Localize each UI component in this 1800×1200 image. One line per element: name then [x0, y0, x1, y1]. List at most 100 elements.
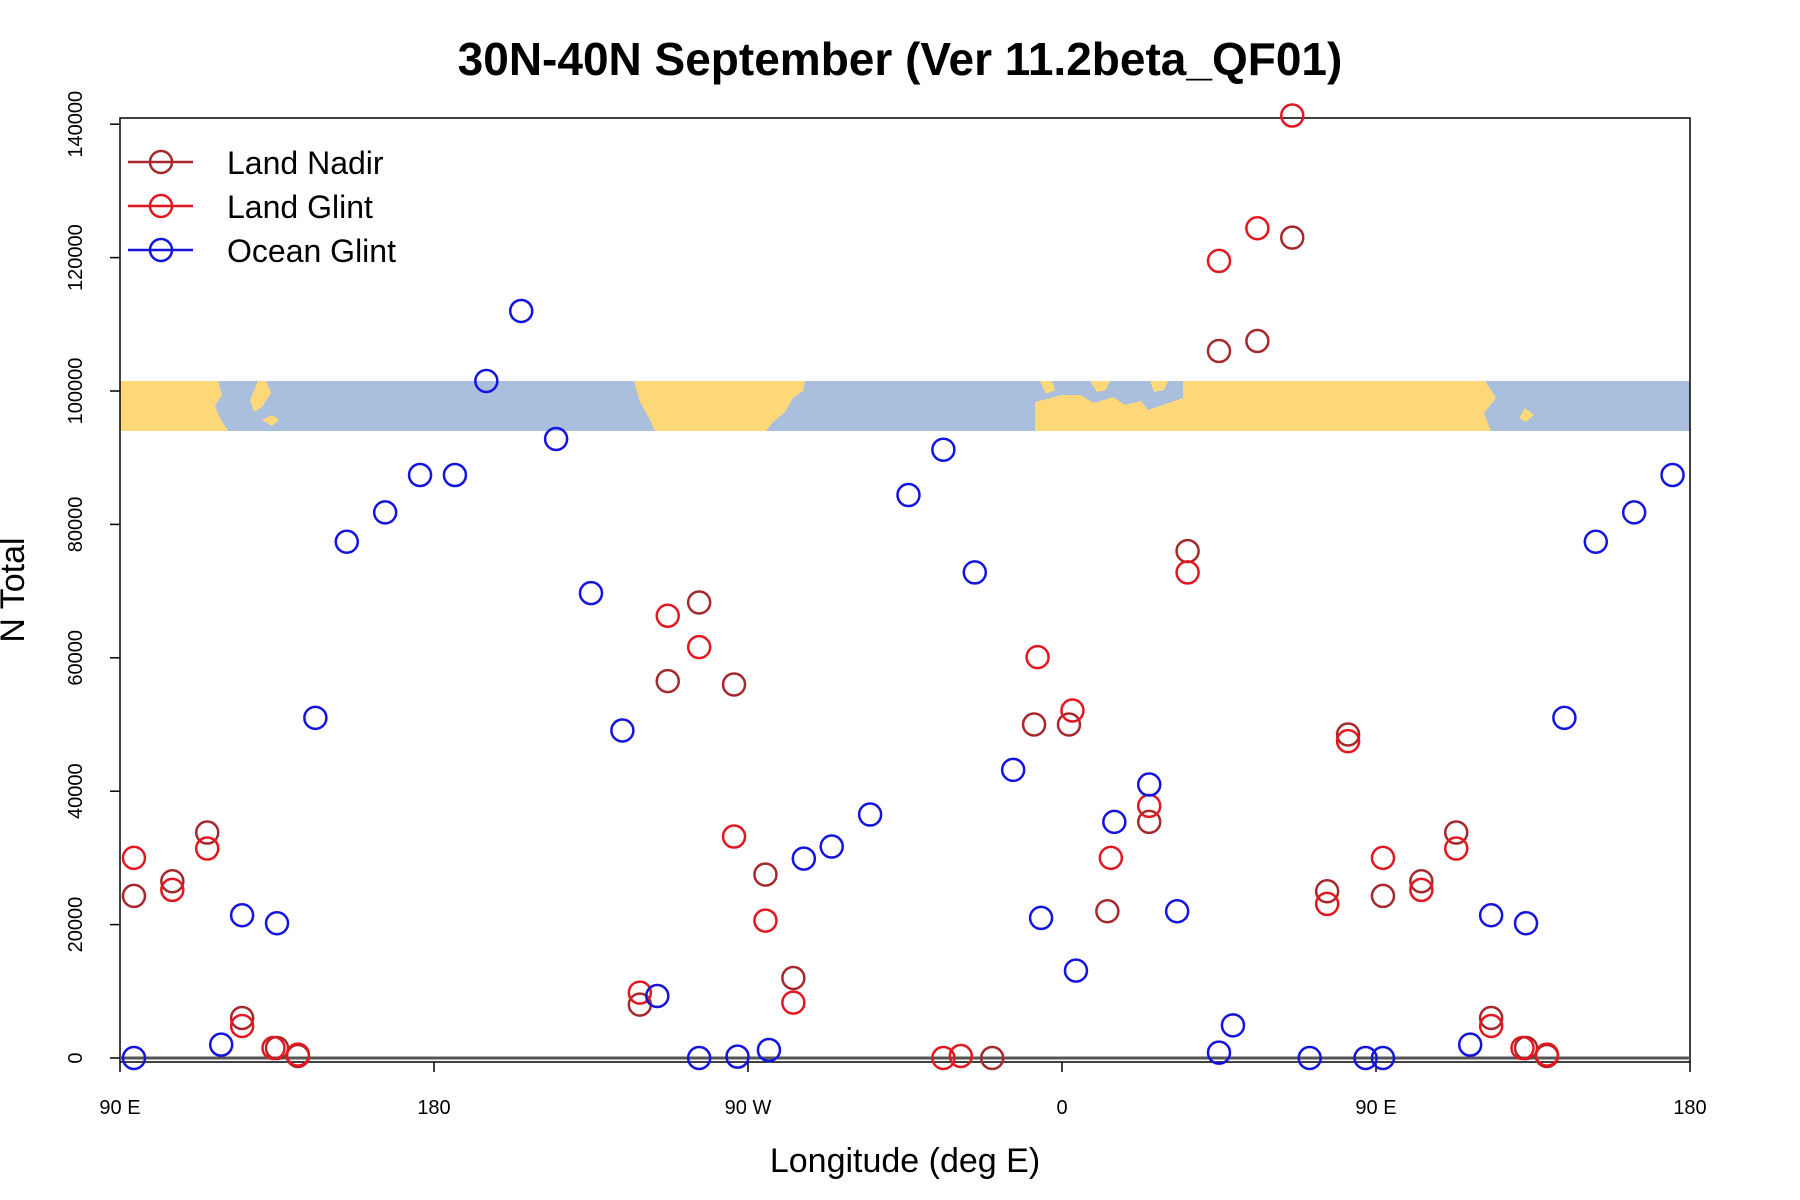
data-point	[264, 911, 290, 936]
plot-frame	[119, 117, 1691, 1063]
data-point	[442, 462, 468, 488]
legend-item-ocean-glint: Ocean Glint	[128, 233, 396, 269]
x-axis-label: Longitude (deg E)	[770, 1142, 1040, 1180]
y-tick-label: 40000	[65, 763, 87, 819]
data-point	[1028, 905, 1054, 931]
data-point	[931, 1045, 956, 1071]
data-point	[756, 1037, 782, 1063]
data-point	[1335, 722, 1361, 747]
data-point	[1370, 1045, 1396, 1071]
data-point	[1478, 1013, 1504, 1039]
data-point	[655, 668, 681, 694]
data-point	[208, 1032, 234, 1057]
data-point	[229, 1005, 255, 1031]
y-tick-label: 80000	[65, 497, 87, 553]
data-point	[781, 965, 806, 991]
legend-item-land-nadir: Land Nadir	[128, 145, 384, 181]
data-point	[1056, 712, 1082, 737]
data-point	[686, 1045, 712, 1071]
y-axis: 0 20000 40000 60000 80000 100000 120000 140000	[65, 91, 120, 1064]
data-point	[1245, 216, 1270, 241]
data-point	[1206, 1040, 1232, 1065]
y-tick-label: 20000	[65, 897, 87, 953]
data-point	[1443, 836, 1469, 861]
x-tick-label: 90 W	[725, 1097, 772, 1119]
data-point	[474, 368, 499, 394]
chart-title: 30N-40N September (Ver 11.2beta_QF01)	[458, 33, 1343, 85]
data-point	[753, 862, 778, 887]
x-axis: 90 E 180 90 W 0 90 E 180	[99, 1062, 1707, 1119]
data-point	[979, 1045, 1005, 1071]
data-point	[1164, 899, 1190, 924]
data-point	[1478, 1005, 1504, 1031]
data-point	[791, 846, 817, 871]
data-point	[1552, 705, 1577, 731]
data-point	[1335, 728, 1361, 754]
data-point	[1510, 1035, 1535, 1061]
data-point	[1175, 538, 1200, 564]
data-point	[1314, 879, 1340, 904]
legend-item-land-glint: Land Glint	[128, 189, 373, 225]
x-tick-label: 90 E	[1355, 1097, 1396, 1119]
data-point	[1063, 958, 1089, 983]
data-point	[1206, 338, 1232, 364]
data-point	[1025, 644, 1050, 670]
y-axis-label: N Total	[0, 537, 32, 642]
data-point	[261, 1035, 286, 1061]
data-point	[655, 603, 681, 629]
data-point	[686, 634, 712, 660]
data-point	[1060, 698, 1085, 723]
x-tick-label: 90 E	[99, 1097, 140, 1119]
data-point	[121, 845, 147, 871]
data-point	[1206, 248, 1232, 274]
data-point	[1621, 500, 1647, 525]
data-point	[1478, 903, 1504, 928]
data-point	[721, 824, 747, 849]
data-point	[121, 883, 147, 909]
data-point	[160, 868, 185, 894]
data-point	[1370, 883, 1396, 909]
data-point	[508, 298, 534, 324]
data-point	[1136, 793, 1162, 819]
data-point	[1000, 757, 1026, 783]
data-point	[610, 718, 635, 743]
data-point	[1314, 891, 1340, 917]
data-point	[1245, 328, 1270, 354]
data-point	[407, 462, 433, 488]
data-point	[1098, 845, 1124, 871]
data-point	[1353, 1045, 1378, 1071]
data-point	[1583, 529, 1609, 554]
data-point	[931, 437, 956, 462]
data-points	[121, 103, 1685, 1071]
data-point	[1513, 911, 1539, 936]
data-point	[1409, 877, 1434, 903]
series-land-glint	[121, 103, 1560, 1071]
series-land-nadir	[121, 225, 1560, 1071]
x-tick-label: 180	[417, 1097, 450, 1119]
data-point	[948, 1043, 974, 1069]
data-point	[1220, 1013, 1246, 1038]
data-point	[194, 820, 220, 845]
data-point	[303, 705, 328, 731]
x-tick-label: 180	[1673, 1097, 1706, 1119]
data-point	[645, 983, 670, 1009]
data-point	[1409, 868, 1434, 894]
data-point	[1457, 1032, 1483, 1057]
data-point	[160, 877, 185, 903]
data-point	[896, 482, 921, 508]
data-point	[686, 590, 712, 615]
data-point	[1095, 899, 1120, 924]
data-point	[1534, 1042, 1560, 1067]
legend-label-land-nadir: Land Nadir	[227, 145, 384, 181]
y-tick-label: 100000	[65, 358, 87, 425]
data-point	[819, 834, 844, 859]
data-point	[194, 836, 220, 861]
legend: Land Nadir Land Glint Ocean Glint	[128, 145, 396, 269]
data-point	[781, 990, 806, 1015]
data-point	[1660, 462, 1685, 488]
series-ocean-glint	[121, 298, 1685, 1071]
data-point	[721, 672, 747, 697]
data-point	[1280, 103, 1305, 128]
data-point	[372, 500, 398, 525]
